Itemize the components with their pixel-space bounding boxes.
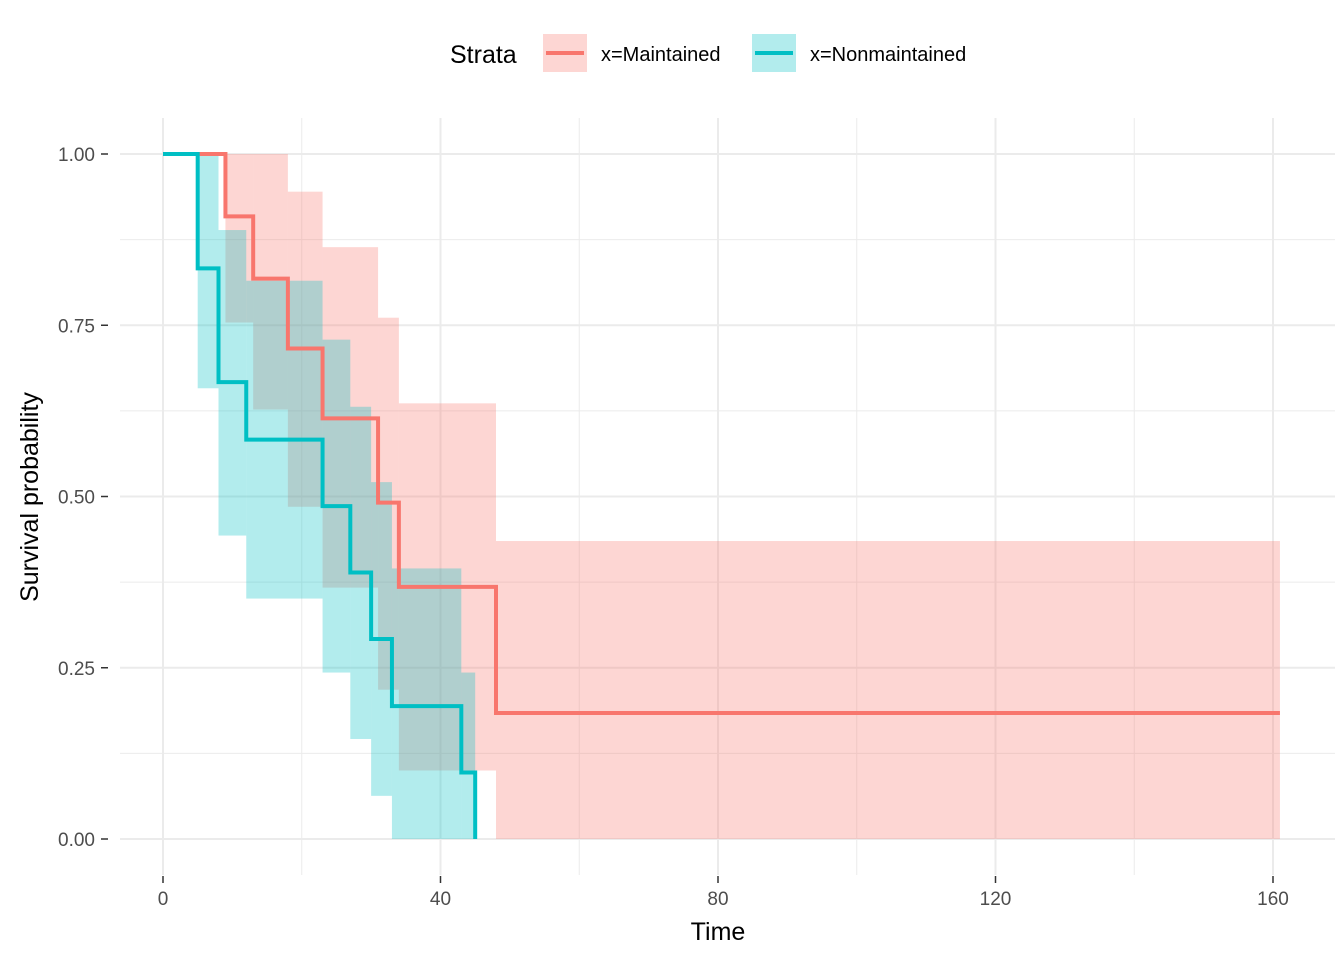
grid	[120, 118, 1335, 875]
x-axis-ticks: 0 40 80 120 160	[158, 876, 1289, 910]
x-tick-label: 120	[980, 889, 1012, 910]
y-tick-label: 0.50	[58, 488, 95, 509]
x-tick-label: 0	[158, 889, 169, 910]
legend-title: Strata	[450, 41, 517, 69]
ci-band-segment-maintained	[225, 154, 254, 323]
ci-band-segment-nonmaintained	[391, 568, 462, 839]
y-tick-label: 0.25	[58, 659, 95, 680]
survival-curves	[163, 152, 1280, 839]
legend-item-maintained: x=Maintained	[543, 34, 721, 72]
survival-curve-nonmaintained	[163, 152, 478, 839]
y-axis-title: Survival probability	[16, 392, 44, 602]
legend-item-nonmaintained: x=Nonmaintained	[752, 34, 966, 72]
ci-band-segment-nonmaintained	[461, 672, 476, 839]
y-tick-label: 1.00	[58, 145, 95, 166]
x-tick-label: 80	[707, 889, 728, 910]
y-tick-label: 0.00	[58, 830, 95, 851]
x-tick-label: 160	[1257, 889, 1289, 910]
y-tick-label: 0.75	[58, 316, 95, 337]
legend-label-nonmaintained: x=Nonmaintained	[810, 44, 966, 66]
legend-label-maintained: x=Maintained	[601, 44, 721, 66]
x-tick-label: 40	[430, 889, 451, 910]
ci-band-segment-maintained	[253, 154, 288, 410]
ci-band-segment-nonmaintained	[197, 154, 219, 389]
survival-curve-maintained	[163, 152, 1280, 715]
y-axis-ticks: 0.00 0.25 0.50 0.75 1.00	[58, 145, 108, 851]
ci-band-segment-maintained	[496, 541, 1280, 839]
x-axis-title: Time	[691, 918, 746, 946]
legend: Strata x=Maintained x=Nonmaintained	[450, 34, 966, 72]
